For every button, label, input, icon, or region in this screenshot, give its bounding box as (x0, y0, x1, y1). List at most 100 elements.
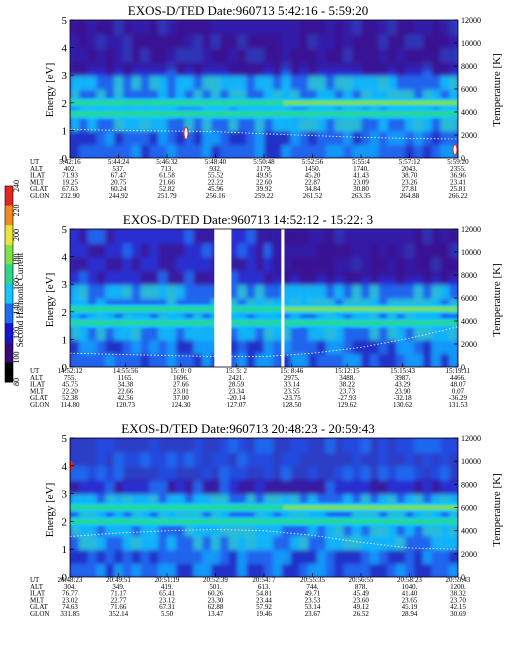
temperature-tick-label: 10000 (461, 248, 481, 257)
orbit-value: 124.30 (171, 401, 191, 409)
colorbar-tick-label: 120 (12, 327, 21, 339)
temperature-trace (70, 128, 458, 140)
colorbar-tick-label: 240 (12, 180, 21, 192)
orbit-value: 20:59:43 (446, 576, 471, 584)
orbit-value: 60.24 (111, 185, 127, 193)
orbit-row-label: GLAT (30, 185, 49, 193)
orbit-value: 42.15 (450, 603, 466, 611)
panel-2-orbit-table: UT 14:52:12 14:55:56 15: 0: 0 15: 5: 2 15: 8:… (30, 367, 471, 409)
orbit-value: 130.62 (393, 401, 413, 409)
energy-tick-label: 1 (62, 544, 68, 556)
orbit-value: 129.62 (338, 401, 358, 409)
orbit-value: 67.63 (62, 185, 78, 193)
energy-tick-label: 0 (62, 572, 68, 584)
panel-1-plot: 0 1 2 3 4 5 0 2000 4000 6000 8000 10000 12000 (62, 15, 482, 165)
orbit-row-label: GLON (30, 401, 49, 409)
orbit-value: 74.63 (62, 603, 78, 611)
orbit-value: 23.12 (159, 596, 175, 604)
orbit-value: 22.22 (208, 178, 224, 186)
orbit-value: 71.17 (111, 590, 127, 598)
orbit-value: 263.35 (351, 192, 371, 200)
panel-1-title: EXOS-D/TED Date:960713 5:42:16 - 5:59:20 (128, 3, 368, 18)
orbit-value: 61.58 (159, 172, 175, 180)
orbit-value: 43.29 (395, 381, 411, 389)
orbit-value: 5:44:24 (108, 158, 130, 166)
orbit-value: 15:12:15 (335, 367, 360, 375)
orbit-value: 23.67 (305, 610, 321, 618)
orbit-row-label: UT (30, 367, 40, 375)
orbit-value: 232.90 (60, 192, 80, 200)
orbit-value: 20:49:51 (106, 576, 131, 584)
orbit-value: -27.93 (338, 394, 357, 402)
orbit-value: 501. (209, 583, 222, 591)
orbit-value: 5:59:20 (447, 158, 469, 166)
orbit-row-label: MLT (30, 178, 45, 186)
energy-tick-label: 4 (62, 461, 68, 473)
panel-3-orbit-table: UT 20:48:23 20:49:51 20:51:19 20:52:39 20:54:… (30, 576, 471, 618)
panel-3-plot: 0 1 2 3 4 5 0 2000 4000 6000 8000 10000 12000 (62, 433, 482, 584)
orbit-value: -23.75 (283, 394, 302, 402)
orbit-value: 20:48:23 (58, 576, 83, 584)
orbit-value: 352.14 (109, 610, 129, 618)
orbit-value: 127.07 (227, 401, 247, 409)
orbit-value: 26.52 (353, 610, 369, 618)
energy-tick-label: 3 (62, 70, 68, 82)
temperature-tick-label: 2000 (461, 550, 477, 559)
orbit-row-label: MLT (30, 387, 45, 395)
orbit-value: 48.07 (450, 381, 466, 389)
orbit-value: 402. (64, 165, 77, 173)
orbit-value: 41.43 (353, 172, 369, 180)
temperature-tick-label: 10000 (461, 457, 481, 466)
orbit-value: 20.75 (111, 178, 127, 186)
orbit-value: 5:57:12 (399, 158, 421, 166)
orbit-value: 1740. (353, 165, 369, 173)
orbit-value: 120.73 (116, 401, 136, 409)
energy-tick-label: 5 (62, 15, 68, 27)
orbit-value: 25.81 (450, 185, 466, 193)
orbit-value: 128.50 (282, 401, 302, 409)
orbit-value: 34.84 (305, 185, 321, 193)
orbit-value: 57.92 (256, 603, 272, 611)
orbit-value: 23.44 (256, 596, 272, 604)
orbit-value: -36.29 (449, 394, 468, 402)
orbit-value: 52.82 (159, 185, 175, 193)
orbit-value: 2421. (228, 374, 244, 382)
colorbar-swatch (5, 323, 13, 344)
data-gap (281, 229, 285, 367)
temperature-tick-label: 6000 (461, 85, 477, 94)
orbit-row-label: ILAT (30, 381, 46, 389)
colorbar-swatch (5, 284, 13, 305)
orbit-row-label: GLON (30, 610, 49, 618)
orbit-value: 76.77 (62, 590, 78, 598)
colorbar-tick-label: 220 (12, 205, 21, 217)
orbit-value: 266.22 (448, 192, 468, 200)
orbit-value: 256.16 (206, 192, 226, 200)
orbit-value: 419. (161, 583, 174, 591)
orbit-value: 1696. (173, 374, 189, 382)
orbit-value: 60.26 (208, 590, 224, 598)
orbit-value: 114.80 (61, 401, 80, 409)
temperature-tick-label: 0 (461, 573, 465, 582)
orbit-value: 38.70 (402, 172, 418, 180)
orbit-value: 45.96 (208, 185, 224, 193)
colorbar-swatch (5, 362, 13, 383)
orbit-row-label: ALT (30, 374, 44, 382)
orbit-value: 15: 8:46 (280, 367, 304, 375)
orbit-value: 304. (64, 583, 77, 591)
orbit-value: 30.69 (450, 610, 466, 618)
orbit-value: 14:52:12 (58, 367, 83, 375)
orbit-value: 5:46:32 (156, 158, 178, 166)
colorbar-ticks: 80 100 120 140 160 180 200 220 240 (12, 180, 21, 386)
colorbar-label: Second Harmonic Current (15, 252, 25, 347)
orbit-value: -32.18 (394, 394, 413, 402)
orbit-row-label: GLAT (30, 603, 49, 611)
orbit-value: 331.85 (60, 610, 80, 618)
temperature-tick-label: 6000 (461, 294, 477, 303)
energy-tick-label: 3 (62, 279, 68, 291)
temperature-tick-label: 2000 (461, 340, 477, 349)
colorbar-swatch (5, 186, 13, 207)
temperature-tick-label: 4000 (461, 108, 477, 117)
orbit-value: 22.77 (111, 596, 127, 604)
orbit-value: 20:51:19 (155, 576, 180, 584)
orbit-value: 1165. (118, 374, 134, 382)
